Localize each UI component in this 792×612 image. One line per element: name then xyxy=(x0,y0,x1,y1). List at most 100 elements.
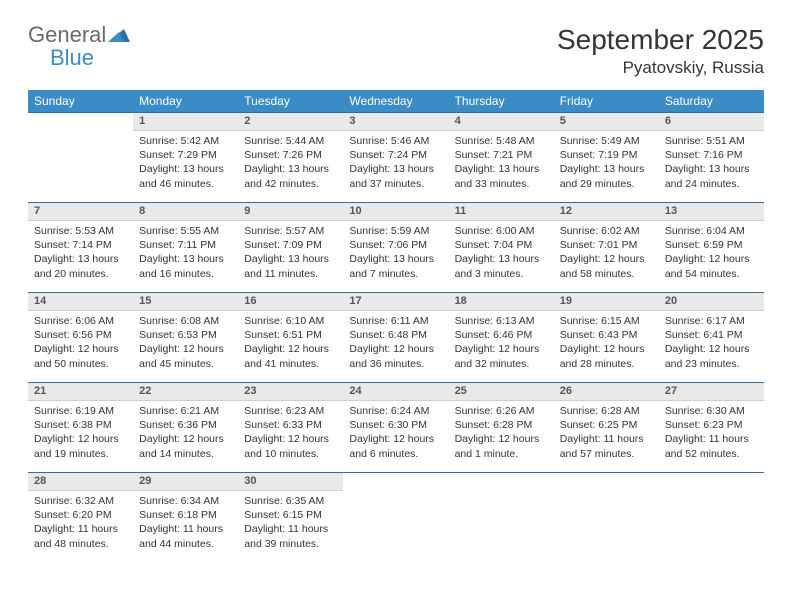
sunset-text: Sunset: 7:04 PM xyxy=(455,238,548,252)
day-number-cell xyxy=(554,473,659,491)
daylight-text: Daylight: 12 hours and 58 minutes. xyxy=(560,252,653,280)
sunrise-text: Sunrise: 6:19 AM xyxy=(34,404,127,418)
brand-triangle-icon xyxy=(108,26,130,47)
day-number: 1 xyxy=(133,113,238,129)
content-row: Sunrise: 6:06 AMSunset: 6:56 PMDaylight:… xyxy=(28,311,764,383)
day-content-cell: Sunrise: 5:44 AMSunset: 7:26 PMDaylight:… xyxy=(238,131,343,203)
daynum-row: 282930 xyxy=(28,473,764,491)
day-number-cell: 22 xyxy=(133,383,238,401)
sunset-text: Sunset: 6:36 PM xyxy=(139,418,232,432)
daylight-text: Daylight: 13 hours and 42 minutes. xyxy=(244,162,337,190)
brand-word1: General xyxy=(28,22,106,47)
daylight-text: Daylight: 12 hours and 6 minutes. xyxy=(349,432,442,460)
sunset-text: Sunset: 6:20 PM xyxy=(34,508,127,522)
day-number-cell: 10 xyxy=(343,203,448,221)
sunset-text: Sunset: 6:23 PM xyxy=(665,418,758,432)
weekday-header: Wednesday xyxy=(343,90,448,113)
day-details: Sunrise: 6:08 AMSunset: 6:53 PMDaylight:… xyxy=(133,311,238,377)
daylight-text: Daylight: 12 hours and 54 minutes. xyxy=(665,252,758,280)
day-number: 5 xyxy=(554,113,659,129)
sunset-text: Sunset: 6:38 PM xyxy=(34,418,127,432)
calendar-page: General Blue September 2025 Pyatovskiy, … xyxy=(0,0,792,587)
day-number: 18 xyxy=(449,293,554,309)
sunrise-text: Sunrise: 5:44 AM xyxy=(244,134,337,148)
day-number-cell: 15 xyxy=(133,293,238,311)
day-details: Sunrise: 5:44 AMSunset: 7:26 PMDaylight:… xyxy=(238,131,343,197)
day-content-cell: Sunrise: 6:34 AMSunset: 6:18 PMDaylight:… xyxy=(133,491,238,563)
day-number-cell xyxy=(659,473,764,491)
day-content-cell: Sunrise: 5:53 AMSunset: 7:14 PMDaylight:… xyxy=(28,221,133,293)
content-row: Sunrise: 5:53 AMSunset: 7:14 PMDaylight:… xyxy=(28,221,764,293)
day-content-cell: Sunrise: 6:21 AMSunset: 6:36 PMDaylight:… xyxy=(133,401,238,473)
day-content-cell: Sunrise: 6:06 AMSunset: 6:56 PMDaylight:… xyxy=(28,311,133,383)
day-content-cell xyxy=(554,491,659,563)
weekday-header: Thursday xyxy=(449,90,554,113)
sunrise-text: Sunrise: 6:08 AM xyxy=(139,314,232,328)
sunrise-text: Sunrise: 5:48 AM xyxy=(455,134,548,148)
day-number-cell: 2 xyxy=(238,113,343,131)
day-content-cell: Sunrise: 5:48 AMSunset: 7:21 PMDaylight:… xyxy=(449,131,554,203)
sunrise-text: Sunrise: 6:30 AM xyxy=(665,404,758,418)
weekday-header: Monday xyxy=(133,90,238,113)
sunset-text: Sunset: 7:16 PM xyxy=(665,148,758,162)
day-content-cell: Sunrise: 6:00 AMSunset: 7:04 PMDaylight:… xyxy=(449,221,554,293)
daylight-text: Daylight: 13 hours and 11 minutes. xyxy=(244,252,337,280)
day-number: 10 xyxy=(343,203,448,219)
day-content-cell: Sunrise: 5:57 AMSunset: 7:09 PMDaylight:… xyxy=(238,221,343,293)
day-number-cell: 3 xyxy=(343,113,448,131)
day-content-cell: Sunrise: 5:51 AMSunset: 7:16 PMDaylight:… xyxy=(659,131,764,203)
daylight-text: Daylight: 13 hours and 33 minutes. xyxy=(455,162,548,190)
day-content-cell: Sunrise: 6:08 AMSunset: 6:53 PMDaylight:… xyxy=(133,311,238,383)
sunset-text: Sunset: 7:09 PM xyxy=(244,238,337,252)
day-number-cell: 24 xyxy=(343,383,448,401)
day-content-cell: Sunrise: 5:46 AMSunset: 7:24 PMDaylight:… xyxy=(343,131,448,203)
day-content-cell: Sunrise: 6:24 AMSunset: 6:30 PMDaylight:… xyxy=(343,401,448,473)
daylight-text: Daylight: 11 hours and 44 minutes. xyxy=(139,522,232,550)
day-number-cell: 18 xyxy=(449,293,554,311)
sunrise-text: Sunrise: 6:28 AM xyxy=(560,404,653,418)
daylight-text: Daylight: 11 hours and 57 minutes. xyxy=(560,432,653,460)
daylight-text: Daylight: 12 hours and 32 minutes. xyxy=(455,342,548,370)
weekday-header-row: Sunday Monday Tuesday Wednesday Thursday… xyxy=(28,90,764,113)
day-content-cell: Sunrise: 5:49 AMSunset: 7:19 PMDaylight:… xyxy=(554,131,659,203)
sunrise-text: Sunrise: 5:53 AM xyxy=(34,224,127,238)
day-number-cell: 1 xyxy=(133,113,238,131)
weekday-header: Sunday xyxy=(28,90,133,113)
day-number: 8 xyxy=(133,203,238,219)
day-number: 2 xyxy=(238,113,343,129)
daynum-row: 78910111213 xyxy=(28,203,764,221)
day-number-cell: 19 xyxy=(554,293,659,311)
day-number: 9 xyxy=(238,203,343,219)
day-content-cell xyxy=(28,131,133,203)
daylight-text: Daylight: 11 hours and 52 minutes. xyxy=(665,432,758,460)
sunset-text: Sunset: 6:43 PM xyxy=(560,328,653,342)
sunset-text: Sunset: 7:26 PM xyxy=(244,148,337,162)
day-number-cell: 21 xyxy=(28,383,133,401)
sunrise-text: Sunrise: 6:06 AM xyxy=(34,314,127,328)
daylight-text: Daylight: 13 hours and 24 minutes. xyxy=(665,162,758,190)
day-details: Sunrise: 6:06 AMSunset: 6:56 PMDaylight:… xyxy=(28,311,133,377)
day-number: 20 xyxy=(659,293,764,309)
day-number-cell: 30 xyxy=(238,473,343,491)
daylight-text: Daylight: 12 hours and 28 minutes. xyxy=(560,342,653,370)
day-number-cell xyxy=(343,473,448,491)
day-details: Sunrise: 6:35 AMSunset: 6:15 PMDaylight:… xyxy=(238,491,343,557)
daylight-text: Daylight: 12 hours and 1 minute. xyxy=(455,432,548,460)
day-details: Sunrise: 5:42 AMSunset: 7:29 PMDaylight:… xyxy=(133,131,238,197)
day-content-cell: Sunrise: 6:04 AMSunset: 6:59 PMDaylight:… xyxy=(659,221,764,293)
daynum-row: 123456 xyxy=(28,113,764,131)
weekday-header: Saturday xyxy=(659,90,764,113)
sunset-text: Sunset: 6:30 PM xyxy=(349,418,442,432)
day-number-cell: 27 xyxy=(659,383,764,401)
daylight-text: Daylight: 12 hours and 14 minutes. xyxy=(139,432,232,460)
day-number: 26 xyxy=(554,383,659,399)
sunrise-text: Sunrise: 6:32 AM xyxy=(34,494,127,508)
day-number-cell: 5 xyxy=(554,113,659,131)
weekday-header: Tuesday xyxy=(238,90,343,113)
content-row: Sunrise: 5:42 AMSunset: 7:29 PMDaylight:… xyxy=(28,131,764,203)
brand-word2: Blue xyxy=(50,45,94,70)
day-content-cell: Sunrise: 6:23 AMSunset: 6:33 PMDaylight:… xyxy=(238,401,343,473)
day-number: 28 xyxy=(28,473,133,489)
weekday-header: Friday xyxy=(554,90,659,113)
day-number-cell: 9 xyxy=(238,203,343,221)
